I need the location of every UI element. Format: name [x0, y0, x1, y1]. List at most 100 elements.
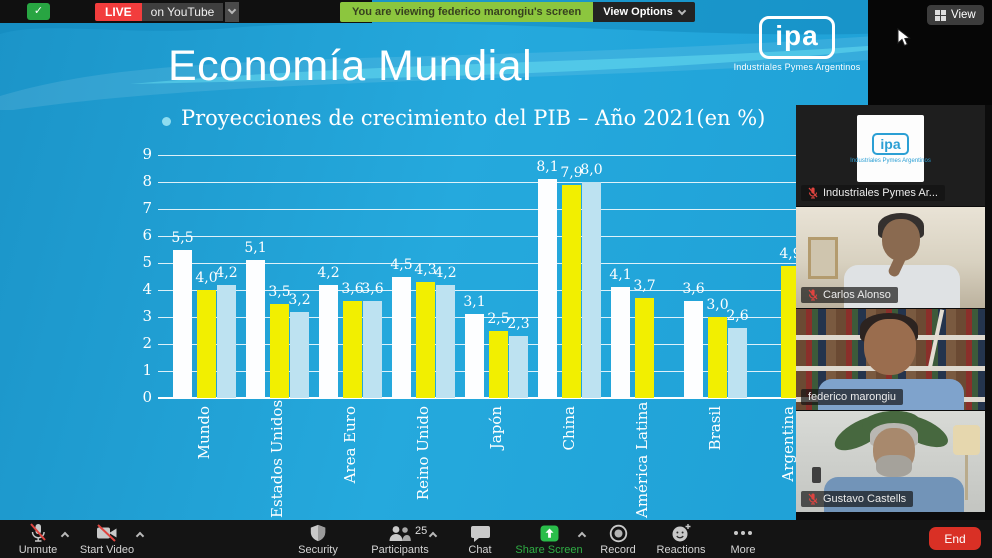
bar-value-label: 5,5 [171, 229, 194, 246]
muted-mic-icon [808, 493, 818, 505]
chart-bar-bars-lightblue [582, 182, 601, 398]
chart-bar-bars-white [246, 260, 265, 398]
stream-platform-label: on YouTube [141, 2, 224, 21]
ipa-mini-logo: ipa [872, 133, 909, 155]
shield-icon [310, 524, 326, 542]
x-axis-category-label: China [560, 406, 578, 451]
x-axis-category-label: Argentina [779, 406, 797, 482]
chart-bar-bars-yellow [489, 330, 508, 398]
chart-bar-bars-white [684, 300, 703, 398]
chevron-up-shape [135, 531, 145, 541]
participants-icon [389, 525, 411, 541]
view-options-button[interactable]: View Options [593, 2, 695, 22]
y-axis-tick-label: 7 [142, 199, 152, 217]
toolbar-label-chat: Chat [468, 544, 492, 556]
toolbar-label-reactions: Reactions [656, 544, 706, 556]
chart-bar-bars-yellow [708, 317, 727, 398]
stream-secure-icon: ✓ [27, 3, 50, 20]
participants-icon-wrap [388, 523, 412, 543]
chat-icon [470, 525, 490, 542]
bar-value-label: 4,1 [609, 267, 632, 284]
end-meeting-button[interactable]: End [929, 527, 981, 550]
participant-name-tag: Gustavo Castells [801, 491, 914, 507]
ipa-logo-card: ipa Industriales Pymes Argentinos [850, 115, 931, 182]
ipa-logo-text: ipa [759, 16, 835, 59]
participant-tile[interactable]: ipa Industriales Pymes Argentinos Industri… [796, 105, 985, 206]
toolbar-button-chat[interactable]: Chat [435, 523, 525, 556]
view-button[interactable]: View [927, 5, 984, 25]
bar-value-label: 3,0 [706, 297, 729, 313]
chevron-down-icon [677, 6, 686, 15]
y-axis-tick-label: 3 [142, 307, 152, 325]
toolbar-label-record: Record [600, 544, 636, 556]
bar-value-label: 2,3 [507, 315, 530, 332]
start-video-icon-wrap [95, 523, 119, 543]
chart-bar-bars-lightblue [363, 300, 382, 398]
participant-name: Carlos Alonso [823, 289, 891, 301]
participant-name-tag: Industriales Pymes Ar... [801, 185, 945, 201]
subtitle-bullet [162, 117, 171, 126]
x-axis-category-label: Reino Unido [414, 406, 432, 501]
bar-value-label: 4,0 [195, 270, 218, 286]
toolbar-button-reactions[interactable]: Reactions [636, 523, 726, 556]
toolbar-button-record[interactable]: Record [573, 523, 663, 556]
bar-value-label: 5,1 [244, 240, 267, 257]
participant-name-tag: Carlos Alonso [801, 287, 898, 303]
toolbar-label-participants: Participants [371, 544, 429, 556]
chart-bar-bars-white [465, 314, 484, 398]
bar-value-label: 2,6 [726, 307, 749, 324]
view-options-label: View Options [603, 6, 673, 18]
y-axis-tick-label: 6 [142, 226, 152, 244]
y-axis-tick-label: 1 [142, 361, 152, 379]
toolbar-label-more: More [730, 544, 756, 556]
y-axis-tick-label: 0 [142, 388, 152, 406]
lamp-pole [965, 455, 968, 500]
chart-bar-bars-lightblue [728, 327, 747, 398]
x-axis-category-label: Estados Unidos [268, 399, 286, 518]
reactions-icon-wrap [671, 523, 692, 543]
toolbar-button-security[interactable]: Security [273, 523, 363, 556]
chat-icon-wrap [470, 523, 491, 543]
chevron-up-icon[interactable] [135, 530, 145, 541]
toolbar-button-unmute[interactable]: Unmute [0, 523, 83, 556]
bar-value-label: 3,2 [288, 291, 311, 308]
more-icon-wrap [733, 523, 753, 543]
bookshelf-ladder [927, 309, 945, 369]
view-button-label: View [951, 9, 976, 21]
live-stream-bar: ✓ LIVE on YouTube [0, 0, 372, 23]
chart-gridline [158, 155, 985, 156]
participant-name-tag: federico marongiu [801, 389, 904, 405]
chart-gridline [158, 397, 985, 399]
participant-tile[interactable]: Carlos Alonso [796, 207, 985, 308]
toolbar-button-start-video[interactable]: Start Video [62, 523, 152, 556]
bar-value-label: 3,1 [463, 294, 486, 311]
video-muted-icon [97, 524, 117, 542]
y-axis-tick-label: 8 [142, 172, 152, 190]
participants-count: 25 [415, 525, 428, 537]
ipa-logo-caption: Industriales Pymes Argentinos [733, 62, 861, 72]
reactions-icon [672, 524, 690, 542]
chart-bar-bars-lightblue [290, 311, 309, 398]
bar-value-label: 4,3 [414, 261, 437, 278]
y-axis-tick-label: 5 [142, 253, 152, 271]
toolbar-button-more[interactable]: More [698, 523, 788, 556]
participant-tile[interactable]: Gustavo Castells [796, 411, 985, 512]
meeting-toolbar: End Unmute Start Video Security Participant… [0, 520, 992, 558]
picture-frame [808, 237, 838, 279]
stream-dropdown-button[interactable] [225, 1, 240, 22]
ipa-mini-caption: Industriales Pymes Argentinos [850, 158, 931, 164]
chart-bar-bars-yellow [343, 300, 362, 398]
toolbar-button-share-screen[interactable]: Share Screen [504, 523, 594, 556]
participant-tile[interactable]: federico marongiu [796, 309, 985, 410]
participant-name: federico marongiu [808, 391, 897, 403]
share-screen-icon-wrap [540, 523, 559, 543]
chart-bar-bars-white [392, 276, 411, 398]
lamp-shade [953, 425, 980, 455]
participant-name: Gustavo Castells [823, 493, 907, 505]
mic-muted-icon [30, 523, 46, 542]
chevron-down-icon [228, 5, 237, 15]
chart-bar-bars-yellow [270, 303, 289, 398]
bar-value-label: 4,5 [390, 256, 413, 273]
toolbar-button-participants[interactable]: Participants [355, 523, 445, 556]
